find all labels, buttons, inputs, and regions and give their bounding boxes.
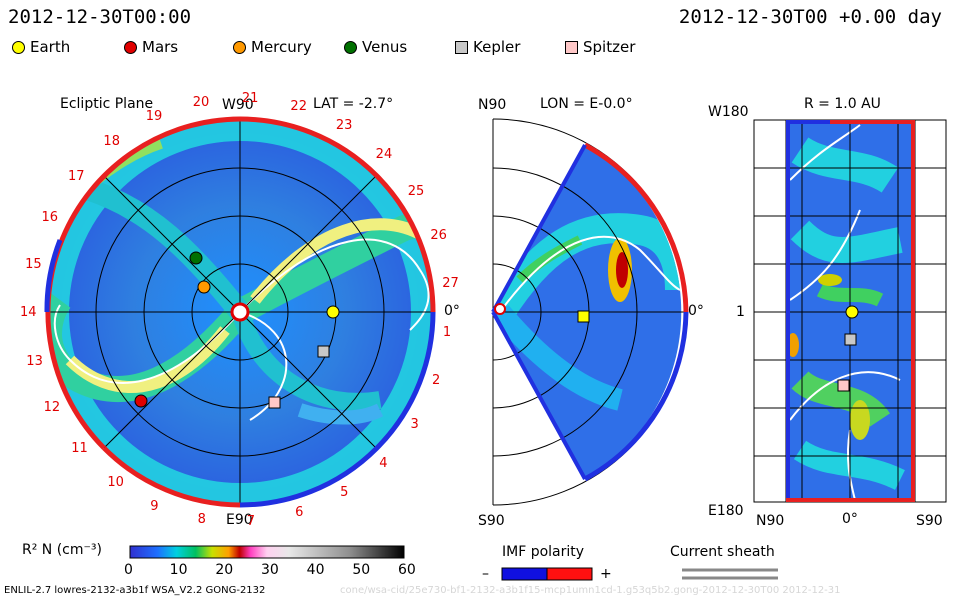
colorbar-tick-30: 30 bbox=[261, 562, 279, 578]
meridional-top-label: N90 bbox=[478, 97, 507, 113]
ecliptic-right-label: 0° bbox=[444, 303, 460, 319]
carrington-number-15: 15 bbox=[25, 256, 42, 272]
carrington-number-5: 5 bbox=[340, 485, 349, 501]
imf-negative-swatch bbox=[501, 567, 548, 581]
timestamp-right: 2012-12-30T00 +0.00 day bbox=[678, 6, 942, 28]
legend-mars: Mars bbox=[124, 38, 178, 56]
imf-plus: + bbox=[600, 566, 612, 582]
carrington-number-21: 21 bbox=[241, 91, 259, 107]
carrington-number-26: 26 bbox=[430, 228, 447, 244]
legend-mercury: Mercury bbox=[233, 38, 312, 56]
carrington-number-27: 27 bbox=[442, 275, 459, 291]
legend-kepler: Kepler bbox=[455, 38, 520, 56]
radial-x-label-0: 0° bbox=[842, 511, 858, 527]
carrington-number-3: 3 bbox=[410, 417, 419, 433]
density-colorbar bbox=[129, 545, 405, 559]
carrington-number-24: 24 bbox=[375, 147, 393, 163]
meridional-earth-marker bbox=[577, 310, 590, 323]
imf-title: IMF polarity bbox=[502, 544, 585, 560]
colorbar-tick-20: 20 bbox=[215, 562, 234, 578]
carrington-number-16: 16 bbox=[41, 210, 58, 226]
legend-venus: Venus bbox=[344, 38, 407, 56]
radial-earth-marker bbox=[845, 305, 859, 319]
path-footer: cone/wsa-cid/25e730-bf1-2132-a3b1f15-mcp… bbox=[340, 585, 841, 596]
ecliptic-top-label: W90 bbox=[222, 97, 254, 113]
legend-mars-label: Mars bbox=[142, 38, 179, 56]
colorbar-tick-60: 60 bbox=[398, 562, 416, 578]
mars-marker bbox=[134, 394, 148, 408]
timestamp-left: 2012-12-30T00:00 bbox=[8, 6, 192, 28]
carrington-number-17: 17 bbox=[68, 168, 85, 184]
radial-kepler-marker bbox=[844, 333, 857, 346]
carrington-number-1: 1 bbox=[442, 325, 452, 341]
sun-marker bbox=[230, 302, 250, 322]
carrington-number-25: 25 bbox=[407, 184, 425, 200]
legend-venus-label: Venus bbox=[362, 38, 408, 56]
spitzer-marker-icon bbox=[565, 40, 578, 54]
legend-spitzer: Spitzer bbox=[565, 38, 635, 56]
radial-x-label-s90: S90 bbox=[916, 513, 943, 529]
ecliptic-lat: LAT = -2.7° bbox=[313, 96, 394, 112]
radial-mid-label: 1 bbox=[736, 304, 745, 320]
carrington-number-18: 18 bbox=[103, 134, 120, 150]
colorbar-label: R² N (cm⁻³) bbox=[22, 542, 102, 558]
meridional-title: LON = E-0.0° bbox=[540, 96, 633, 112]
meridional-bottom-label: S90 bbox=[478, 513, 505, 529]
radial-title: R = 1.0 AU bbox=[804, 96, 881, 112]
sheath-title: Current sheath bbox=[670, 544, 775, 560]
ecliptic-bottom-label: E90 bbox=[226, 512, 253, 528]
legend-earth: Earth bbox=[12, 38, 70, 56]
carrington-number-23: 23 bbox=[335, 118, 353, 134]
ecliptic-title: Ecliptic Plane bbox=[60, 96, 154, 112]
carrington-number-8: 8 bbox=[197, 512, 206, 528]
earth-marker bbox=[326, 305, 340, 319]
colorbar-tick-50: 50 bbox=[352, 562, 371, 578]
radial-top-left-label: W180 bbox=[708, 104, 749, 120]
carrington-number-20: 20 bbox=[192, 94, 210, 110]
radial-x-label-n90: N90 bbox=[756, 513, 785, 529]
colorbar-tick-10: 10 bbox=[169, 562, 188, 578]
carrington-number-10: 10 bbox=[107, 474, 124, 490]
mercury-marker bbox=[197, 280, 211, 294]
carrington-number-9: 9 bbox=[150, 498, 159, 514]
carrington-number-7: 7 bbox=[246, 514, 256, 530]
mars-marker-icon bbox=[124, 40, 137, 54]
mercury-marker-icon bbox=[233, 40, 246, 54]
radial-panel bbox=[753, 119, 947, 503]
kepler-marker-icon bbox=[455, 40, 468, 54]
carrington-number-12: 12 bbox=[43, 400, 61, 416]
carrington-number-13: 13 bbox=[26, 354, 43, 370]
spitzer-marker bbox=[268, 396, 281, 409]
colorbar-tick-40: 40 bbox=[306, 562, 325, 578]
model-footer: ENLIL-2.7 lowres-2132-a3b1f WSA_V2.2 GON… bbox=[4, 585, 266, 596]
carrington-number-4: 4 bbox=[379, 455, 388, 471]
legend-earth-label: Earth bbox=[30, 38, 71, 56]
venus-marker bbox=[189, 251, 203, 265]
imf-minus: – bbox=[482, 566, 489, 582]
radial-bottom-left-label: E180 bbox=[708, 503, 744, 519]
carrington-number-11: 11 bbox=[71, 441, 88, 457]
imf-positive-swatch bbox=[546, 567, 593, 581]
ecliptic-panel bbox=[44, 116, 436, 508]
radial-spitzer-marker bbox=[837, 379, 850, 392]
legend-mercury-label: Mercury bbox=[251, 38, 312, 56]
carrington-number-22: 22 bbox=[290, 99, 307, 115]
earth-marker-icon bbox=[12, 40, 25, 54]
colorbar-tick-0: 0 bbox=[124, 562, 133, 578]
legend-spitzer-label: Spitzer bbox=[583, 38, 636, 56]
carrington-number-6: 6 bbox=[295, 505, 304, 521]
kepler-marker bbox=[317, 345, 330, 358]
venus-marker-icon bbox=[344, 40, 357, 54]
meridional-panel bbox=[491, 118, 689, 506]
carrington-number-14: 14 bbox=[20, 305, 37, 321]
legend-kepler-label: Kepler bbox=[473, 38, 521, 56]
carrington-number-2: 2 bbox=[432, 373, 441, 389]
carrington-number-19: 19 bbox=[145, 109, 163, 125]
meridional-right-label: 0° bbox=[688, 303, 704, 319]
